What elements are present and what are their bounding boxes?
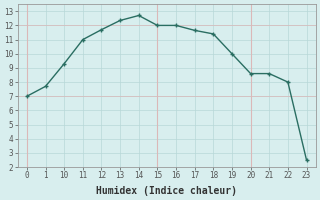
X-axis label: Humidex (Indice chaleur): Humidex (Indice chaleur) <box>96 186 237 196</box>
